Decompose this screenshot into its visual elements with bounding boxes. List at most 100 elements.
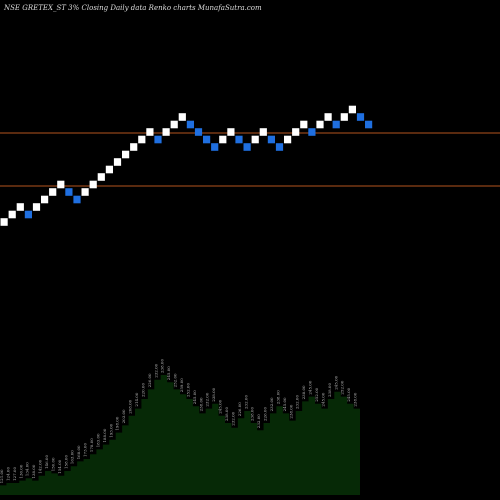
renko-brick-up xyxy=(324,113,332,121)
renko-brick-up xyxy=(138,135,146,144)
volume-label: 138.00 xyxy=(31,464,36,478)
renko-brick-up xyxy=(81,188,89,196)
volume-label: 232.00 xyxy=(230,411,235,425)
renko-brick-up xyxy=(316,120,324,129)
volume-label: 245.00 xyxy=(308,380,313,394)
volume-label: 238.00 xyxy=(250,407,255,421)
volume-label: 238.00 xyxy=(224,407,229,421)
renko-brick-down xyxy=(65,188,73,196)
volume-label: 238.00 xyxy=(301,385,306,399)
volume-label: 245.00 xyxy=(166,366,171,380)
volume-label: 238.00 xyxy=(198,397,203,411)
volume-labels: 121.00 124.00 127.00 130.00 134.00 138.00 142.… xyxy=(0,359,358,484)
volume-label: 173.00 xyxy=(83,443,88,457)
volume-label: 245.00 xyxy=(192,390,197,404)
renko-brick-up xyxy=(89,180,97,189)
volume-label: 245.00 xyxy=(218,399,223,413)
volume-label: 163.00 xyxy=(70,450,75,464)
renko-brick-up xyxy=(162,128,170,136)
volume-label: 245.00 xyxy=(282,397,287,411)
renko-brick-up xyxy=(97,173,105,181)
volume-label: 238.00 xyxy=(288,404,293,418)
volume-label: 232.00 xyxy=(256,414,261,428)
renko-brick-up xyxy=(105,165,113,174)
renko-brick-up xyxy=(32,203,41,211)
volume-label: 252.00 xyxy=(173,373,178,387)
renko-brick-up xyxy=(49,188,57,196)
renko-brick-up xyxy=(178,113,186,121)
volume-label: 183.00 xyxy=(95,433,100,447)
volume-label: 154.00 xyxy=(57,459,62,473)
renko-brick-down xyxy=(275,143,284,151)
volume-label: 130.00 xyxy=(18,464,23,478)
volume-label: 232.00 xyxy=(153,363,158,377)
renko-brick-up xyxy=(16,203,24,211)
renko-brick-up xyxy=(251,135,259,144)
volume-label: 226.00 xyxy=(147,373,152,387)
reference-lines xyxy=(0,132,500,187)
volume-label: 252.00 xyxy=(314,387,319,401)
renko-brick-up xyxy=(8,210,16,219)
renko-brick-down xyxy=(243,143,251,151)
renko-brick-down xyxy=(365,120,373,129)
volume-label: 127.00 xyxy=(12,467,17,481)
renko-brick-up xyxy=(227,128,235,136)
volume-label: 150.00 xyxy=(50,457,55,471)
renko-brick-down xyxy=(194,128,203,136)
renko-brick-up xyxy=(284,135,292,144)
renko-bricks xyxy=(0,105,373,226)
volume-label: 203.00 xyxy=(121,409,126,423)
volume-label: 232.00 xyxy=(243,395,248,409)
volume-label: 238.00 xyxy=(327,383,332,397)
volume-label: 245.00 xyxy=(333,375,338,389)
volume-label: 226.00 xyxy=(237,402,242,416)
volume-label: 193.00 xyxy=(108,423,113,437)
renko-brick-down xyxy=(235,135,243,144)
volume-label: 158.00 xyxy=(63,455,68,469)
volume-label: 121.00 xyxy=(0,469,4,483)
renko-brick-down xyxy=(154,135,162,144)
volume-label: 232.00 xyxy=(295,395,300,409)
volume-label: 214.00 xyxy=(134,392,139,406)
volume-label: 238.00 xyxy=(211,387,216,401)
volume-label: 226.00 xyxy=(263,407,268,421)
renko-brick-up xyxy=(0,218,8,226)
volume-area xyxy=(0,375,360,495)
renko-brick-up xyxy=(348,105,356,114)
renko-brick-up xyxy=(219,135,227,144)
volume-label: 232.00 xyxy=(269,397,274,411)
volume-label: 178.00 xyxy=(89,438,94,452)
renko-brick-down xyxy=(186,120,194,129)
renko-brick-up xyxy=(259,128,267,136)
renko-brick-down xyxy=(308,128,316,136)
volume-label: 238.00 xyxy=(275,390,280,404)
volume-label: 220.00 xyxy=(140,383,145,397)
renko-brick-down xyxy=(203,135,211,144)
renko-brick-up xyxy=(57,180,65,189)
volume-label: 252.00 xyxy=(340,380,345,394)
renko-brick-down xyxy=(24,210,32,219)
renko-brick-up xyxy=(41,195,49,204)
renko-brick-down xyxy=(332,120,340,129)
volume-label: 146.00 xyxy=(44,455,49,469)
volume-label: 198.00 xyxy=(115,416,120,430)
renko-brick-up xyxy=(146,128,154,136)
volume-label: 245.00 xyxy=(320,392,325,406)
volume-label: 259.00 xyxy=(179,378,184,392)
volume-label: 168.00 xyxy=(76,445,81,459)
renko-brick-down xyxy=(356,113,365,121)
volume-label: 245.00 xyxy=(346,387,351,401)
renko-brick-up xyxy=(300,120,308,129)
renko-brick-down xyxy=(73,195,81,204)
volume-label: 142.00 xyxy=(38,459,43,473)
renko-brick-up xyxy=(130,143,138,151)
volume-label: 188.00 xyxy=(102,428,107,442)
renko-brick-up xyxy=(292,128,300,136)
volume-label: 238.00 xyxy=(160,359,165,373)
renko-brick-up xyxy=(170,120,178,129)
renko-brick-up xyxy=(340,113,348,121)
renko-brick-up xyxy=(122,150,130,159)
chart-title: NSE GRETEX_ST 3% Closing Daily data Renk… xyxy=(3,4,262,12)
renko-brick-down xyxy=(267,135,275,144)
